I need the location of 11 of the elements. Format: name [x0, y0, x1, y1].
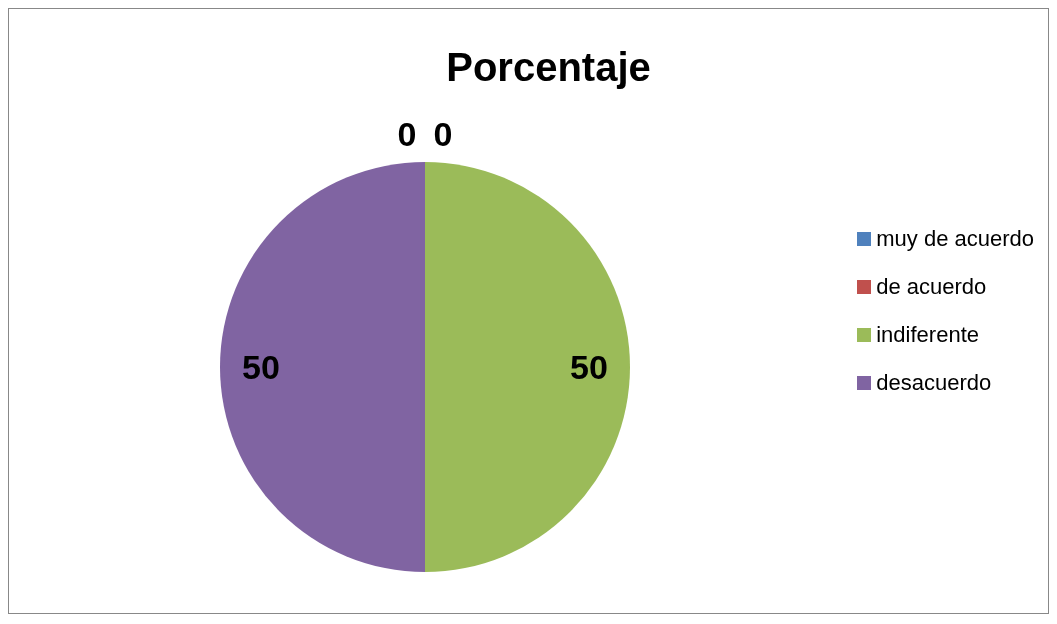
data-label: 50: [570, 348, 608, 386]
text: 0: [433, 115, 453, 153]
legend-label: desacuerdo: [876, 370, 992, 396]
text: 0: [397, 115, 417, 153]
chart-title: Porcentaje: [445, 45, 652, 90]
pie-slice: [425, 162, 630, 572]
pie-slice: [220, 162, 425, 572]
legend-label: indiferente: [876, 322, 979, 348]
data-label: 50: [242, 348, 280, 386]
legend-label: de acuerdo: [876, 274, 987, 300]
legend-label: muy de acuerdo: [876, 226, 1034, 252]
